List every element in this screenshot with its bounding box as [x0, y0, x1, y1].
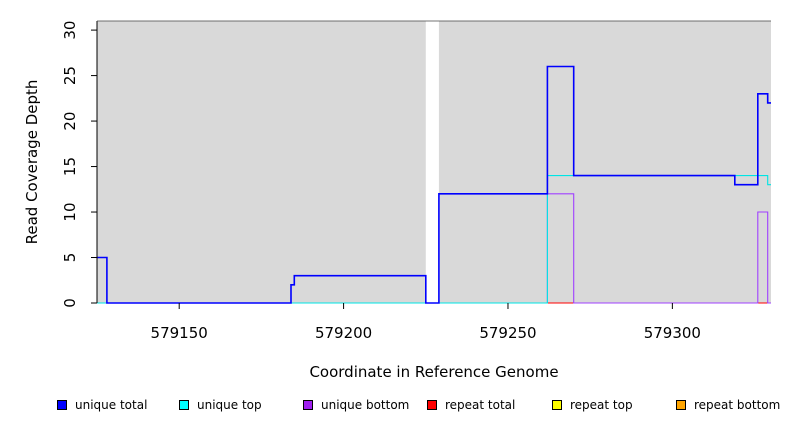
legend-label: repeat total [445, 398, 516, 412]
legend-swatch [179, 400, 189, 410]
legend-swatch [427, 400, 437, 410]
legend-item-unique-bottom: unique bottom [303, 398, 409, 412]
legend-item-repeat-total: repeat total [427, 398, 515, 412]
legend-swatch [676, 400, 686, 410]
y-tick-label: 25 [61, 66, 79, 85]
legend-label: repeat top [570, 398, 633, 412]
legend: unique total unique top unique bottom re… [0, 398, 792, 420]
y-tick-label: 15 [61, 157, 79, 176]
y-tick-label: 5 [61, 253, 79, 263]
legend-item-repeat-bottom: repeat bottom [676, 398, 780, 412]
y-tick-label: 20 [61, 112, 79, 131]
series-lines [97, 65, 771, 304]
legend-label: unique top [197, 398, 262, 412]
legend-item-unique-top: unique top [179, 398, 262, 412]
legend-item-repeat-top: repeat top [552, 398, 633, 412]
y-tick-label: 10 [61, 202, 79, 221]
legend-label: unique bottom [321, 398, 410, 412]
coverage-chart: 579150 579200 579250 579300 0 5 10 15 20 25 30 Coo… [23, 21, 771, 381]
covered-regions [97, 21, 771, 303]
covered-region [97, 21, 426, 303]
covered-region [438, 21, 771, 303]
legend-item-unique-total: unique total [57, 398, 147, 412]
y-tick-label: 0 [61, 298, 79, 308]
x-axis-label: Coordinate in Reference Genome [309, 363, 558, 381]
x-tick-label: 579150 [151, 324, 208, 342]
x-tick-label: 579300 [644, 324, 701, 342]
legend-swatch [57, 400, 67, 410]
y-tick-label: 30 [61, 21, 79, 40]
x-tick-label: 579250 [479, 324, 536, 342]
axes: 579150 579200 579250 579300 0 5 10 15 20 25 30 [61, 21, 771, 342]
y-axis-label: Read Coverage Depth [23, 80, 41, 245]
x-tick-label: 579200 [315, 324, 372, 342]
legend-swatch [552, 400, 562, 410]
series-line-unique-total [97, 65, 771, 304]
legend-label: unique total [75, 398, 148, 412]
legend-swatch [303, 400, 313, 410]
legend-label: repeat bottom [694, 398, 781, 412]
